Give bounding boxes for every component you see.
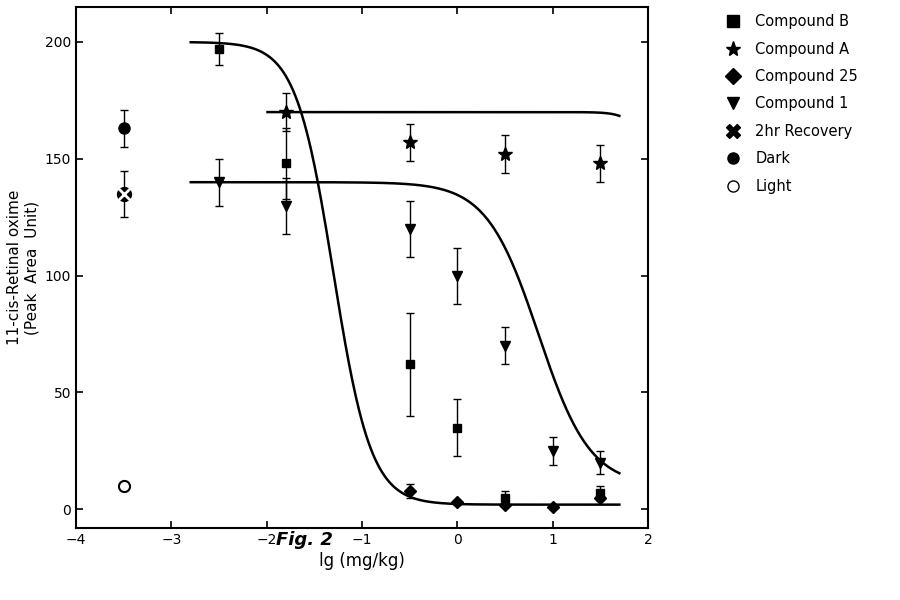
Legend: Compound B, Compound A, Compound 25, Compound 1, 2hr Recovery, Dark, Light: Compound B, Compound A, Compound 25, Com…	[719, 14, 858, 194]
Text: Fig. 2: Fig. 2	[276, 531, 333, 549]
Y-axis label: 11-cis-Retinal oxime
(Peak  Area  Unit): 11-cis-Retinal oxime (Peak Area Unit)	[7, 190, 40, 345]
X-axis label: lg (mg/kg): lg (mg/kg)	[320, 553, 405, 571]
